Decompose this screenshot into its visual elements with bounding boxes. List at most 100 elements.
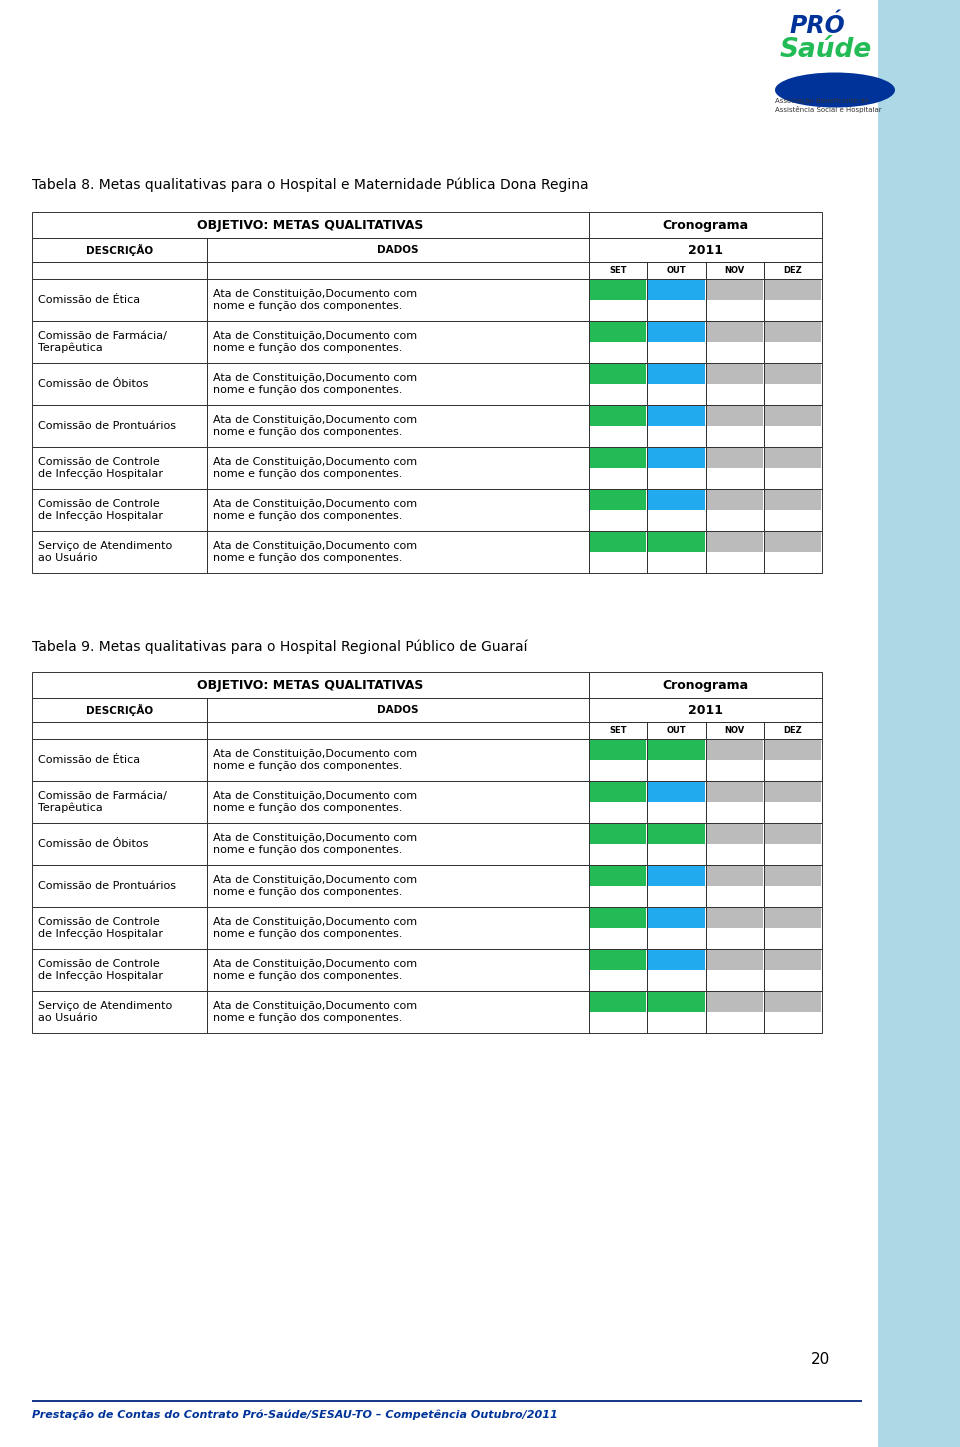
Bar bbox=[590, 341, 646, 362]
Bar bbox=[765, 886, 821, 906]
Text: Ata de Constituição,Documento com: Ata de Constituição,Documento com bbox=[213, 331, 418, 341]
Bar bbox=[647, 823, 706, 865]
Bar bbox=[648, 467, 705, 488]
Text: Ata de Constituição,Documento com: Ata de Constituição,Documento com bbox=[213, 917, 418, 928]
Bar bbox=[707, 865, 763, 886]
Bar bbox=[590, 951, 646, 969]
Bar bbox=[706, 363, 764, 405]
Bar bbox=[647, 865, 706, 907]
Text: Tabela 9. Metas qualitativas para o Hospital Regional Público de Guaraí: Tabela 9. Metas qualitativas para o Hosp… bbox=[32, 640, 527, 654]
Bar bbox=[707, 844, 763, 864]
Bar bbox=[878, 0, 960, 1447]
Text: Comissão de Prontuários: Comissão de Prontuários bbox=[38, 881, 176, 891]
Text: ao Usuário: ao Usuário bbox=[38, 553, 98, 563]
Bar bbox=[707, 383, 763, 404]
Bar bbox=[589, 279, 647, 321]
Bar bbox=[648, 760, 705, 780]
Bar bbox=[32, 949, 207, 991]
Bar bbox=[589, 671, 822, 697]
Bar bbox=[590, 532, 646, 551]
Text: nome e função dos componentes.: nome e função dos componentes. bbox=[213, 803, 402, 813]
Bar bbox=[706, 321, 764, 363]
Bar bbox=[207, 262, 589, 279]
Text: 2011: 2011 bbox=[688, 703, 723, 716]
Text: nome e função dos componentes.: nome e função dos componentes. bbox=[213, 385, 402, 395]
Bar bbox=[707, 886, 763, 906]
Bar bbox=[765, 341, 821, 362]
Text: nome e função dos componentes.: nome e função dos componentes. bbox=[213, 761, 402, 771]
Bar bbox=[765, 928, 821, 948]
Bar bbox=[707, 760, 763, 780]
Bar bbox=[32, 279, 207, 321]
Bar bbox=[764, 949, 822, 991]
Bar bbox=[647, 907, 706, 949]
Text: Associação Beneficente de: Associação Beneficente de bbox=[775, 98, 869, 104]
Bar bbox=[765, 909, 821, 928]
Text: 20: 20 bbox=[810, 1353, 829, 1367]
Bar bbox=[764, 489, 822, 531]
Bar bbox=[207, 949, 589, 991]
Text: Ata de Constituição,Documento com: Ata de Constituição,Documento com bbox=[213, 750, 418, 760]
Bar bbox=[707, 551, 763, 572]
Bar bbox=[648, 407, 705, 425]
Text: nome e função dos componentes.: nome e função dos componentes. bbox=[213, 929, 402, 939]
Bar bbox=[590, 300, 646, 320]
Text: SET: SET bbox=[610, 726, 627, 735]
Bar bbox=[648, 928, 705, 948]
Bar bbox=[589, 722, 647, 739]
Bar bbox=[589, 907, 647, 949]
Text: Ata de Constituição,Documento com: Ata de Constituição,Documento com bbox=[213, 415, 418, 425]
Text: de Infecção Hospitalar: de Infecção Hospitalar bbox=[38, 929, 163, 939]
Bar bbox=[706, 823, 764, 865]
Bar bbox=[764, 781, 822, 823]
Bar bbox=[764, 405, 822, 447]
Text: Comissão de Controle: Comissão de Controle bbox=[38, 917, 159, 928]
Text: Comissão de Prontuários: Comissão de Prontuários bbox=[38, 421, 176, 431]
Text: Saúde: Saúde bbox=[780, 38, 873, 64]
Bar bbox=[764, 865, 822, 907]
Bar bbox=[590, 1011, 646, 1032]
Bar bbox=[707, 365, 763, 383]
Bar bbox=[765, 739, 821, 760]
Text: Comissão de Farmácia/: Comissão de Farmácia/ bbox=[38, 792, 167, 802]
Text: de Infecção Hospitalar: de Infecção Hospitalar bbox=[38, 511, 163, 521]
Bar bbox=[589, 213, 822, 237]
Bar bbox=[648, 323, 705, 341]
Bar bbox=[765, 407, 821, 425]
Text: Ata de Constituição,Documento com: Ata de Constituição,Documento com bbox=[213, 499, 418, 509]
Bar bbox=[648, 781, 705, 802]
Bar bbox=[589, 363, 647, 405]
Bar bbox=[590, 491, 646, 509]
Text: DESCRIÇÃO: DESCRIÇÃO bbox=[86, 245, 153, 256]
Bar bbox=[590, 383, 646, 404]
Bar bbox=[765, 532, 821, 551]
Text: nome e função dos componentes.: nome e função dos componentes. bbox=[213, 553, 402, 563]
Bar bbox=[765, 491, 821, 509]
Text: de Infecção Hospitalar: de Infecção Hospitalar bbox=[38, 469, 163, 479]
Text: Ata de Constituição,Documento com: Ata de Constituição,Documento com bbox=[213, 792, 418, 802]
Text: nome e função dos componentes.: nome e função dos componentes. bbox=[213, 427, 402, 437]
Bar bbox=[707, 425, 763, 446]
Text: Ata de Constituição,Documento com: Ata de Constituição,Documento com bbox=[213, 541, 418, 551]
Bar bbox=[765, 951, 821, 969]
Bar bbox=[590, 551, 646, 572]
Bar bbox=[590, 365, 646, 383]
Bar bbox=[706, 262, 764, 279]
Bar bbox=[647, 949, 706, 991]
Text: Comissão de Óbitos: Comissão de Óbitos bbox=[38, 839, 149, 849]
Bar bbox=[765, 425, 821, 446]
Text: Ata de Constituição,Documento com: Ata de Constituição,Documento com bbox=[213, 875, 418, 886]
Bar bbox=[32, 907, 207, 949]
Text: OBJETIVO: METAS QUALITATIVAS: OBJETIVO: METAS QUALITATIVAS bbox=[198, 679, 423, 692]
Bar bbox=[647, 363, 706, 405]
Bar bbox=[707, 407, 763, 425]
Bar bbox=[765, 844, 821, 864]
Bar bbox=[589, 697, 822, 722]
Text: Ata de Constituição,Documento com: Ata de Constituição,Documento com bbox=[213, 959, 418, 969]
Bar bbox=[32, 262, 207, 279]
Text: DEZ: DEZ bbox=[783, 266, 803, 275]
Bar bbox=[32, 447, 207, 489]
Bar bbox=[590, 281, 646, 300]
Bar bbox=[32, 363, 207, 405]
Bar bbox=[707, 823, 763, 844]
